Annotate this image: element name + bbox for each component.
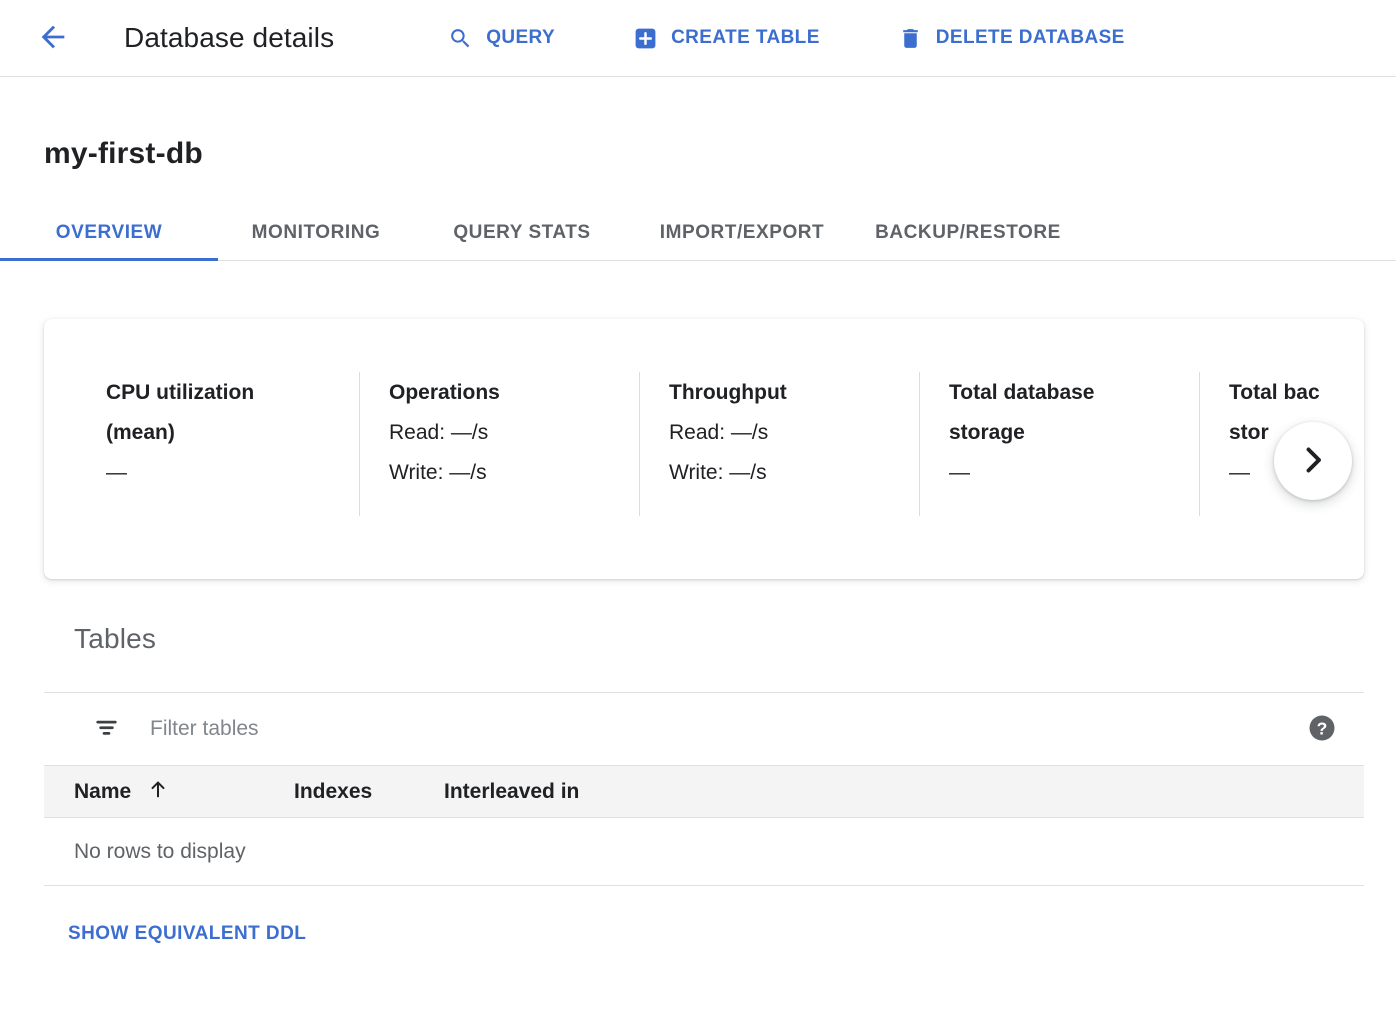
metric-operations: Operations Read: —/s Write: —/s — [359, 319, 639, 579]
query-button[interactable]: QUERY — [448, 20, 555, 57]
database-name-heading: my-first-db — [44, 137, 203, 170]
column-header-interleaved-in-label: Interleaved in — [444, 779, 580, 803]
add-box-icon — [633, 26, 658, 51]
metrics-card-wrapper: CPU utilization (mean) — Operations Read… — [0, 261, 1396, 579]
metric-label-line2: (mean) — [106, 421, 175, 444]
svg-text:?: ? — [1317, 718, 1328, 738]
metric-label-line2: storage — [949, 421, 1025, 444]
show-equivalent-ddl-button[interactable]: SHOW EQUIVALENT DDL — [68, 923, 307, 944]
tables-grid: Name Indexes Interleaved in No rows to d… — [44, 765, 1364, 886]
metric-throughput: Throughput Read: —/s Write: —/s — [639, 319, 919, 579]
page-title: Database details — [124, 22, 335, 53]
arrow-up-icon — [147, 778, 169, 806]
metric-read-value: Read: —/s — [389, 421, 489, 444]
metric-label-line1: CPU utilization — [106, 381, 255, 404]
metric-value: — — [949, 461, 970, 484]
metric-value: — — [1229, 461, 1250, 484]
tab-backup-restore-label: BACKUP/RESTORE — [875, 222, 1061, 243]
query-button-label: QUERY — [486, 27, 556, 48]
help-icon: ? — [1307, 713, 1337, 746]
tab-overview[interactable]: OVERVIEW — [0, 208, 218, 261]
tables-section-divider — [44, 692, 1364, 693]
filter-list-icon-button[interactable] — [84, 707, 128, 751]
metric-total-backup-storage: Total bac stor — — [1199, 319, 1364, 579]
tab-query-stats-label: QUERY STATS — [453, 222, 591, 243]
metric-label-line1: Operations — [389, 381, 500, 404]
metric-label-line1: Throughput — [669, 381, 787, 404]
app-bar: Database details QUERY CREATE TABLE — [0, 0, 1396, 77]
tab-query-stats[interactable]: QUERY STATS — [414, 208, 630, 260]
carousel-next-button[interactable] — [1274, 422, 1352, 500]
trash-icon — [898, 26, 923, 51]
column-header-name-label: Name — [74, 779, 132, 803]
column-header-interleaved-in[interactable]: Interleaved in — [444, 780, 744, 804]
filter-tables-input[interactable] — [150, 717, 670, 741]
metric-label-line1: Total bac — [1229, 381, 1320, 404]
tables-grid-header: Name Indexes Interleaved in — [44, 765, 1364, 818]
delete-database-button-label: DELETE DATABASE — [935, 27, 1125, 48]
tab-import-export-label: IMPORT/EXPORT — [659, 222, 825, 243]
empty-state-message: No rows to display — [74, 839, 246, 863]
metric-write-value: Write: —/s — [389, 461, 487, 484]
tab-monitoring-label: MONITORING — [251, 222, 381, 243]
metrics-card: CPU utilization (mean) — Operations Read… — [44, 319, 1364, 579]
page-body: my-first-db OVERVIEW MONITORING QUERY ST… — [0, 77, 1396, 945]
tab-backup-restore[interactable]: BACKUP/RESTORE — [854, 208, 1082, 260]
delete-database-button[interactable]: DELETE DATABASE — [898, 20, 1125, 57]
metric-write-value: Write: —/s — [669, 461, 767, 484]
app-bar-actions: QUERY CREATE TABLE DELETE DATABASE — [448, 20, 1125, 57]
tables-grid-empty-row: No rows to display — [44, 818, 1364, 886]
metric-label-line1: Total database — [949, 381, 1095, 404]
metric-label-line2: stor — [1229, 421, 1269, 444]
chevron-right-icon — [1295, 442, 1331, 481]
tab-bar: OVERVIEW MONITORING QUERY STATS IMPORT/E… — [0, 209, 1396, 261]
column-header-indexes-label: Indexes — [294, 779, 373, 803]
column-header-indexes[interactable]: Indexes — [294, 780, 444, 804]
filter-row: ? — [44, 693, 1364, 765]
create-table-button-label: CREATE TABLE — [671, 27, 820, 48]
tab-monitoring[interactable]: MONITORING — [218, 208, 414, 260]
column-header-name[interactable]: Name — [44, 778, 294, 806]
search-icon — [448, 26, 473, 51]
metric-read-value: Read: —/s — [669, 421, 769, 444]
back-button[interactable] — [30, 15, 76, 61]
metric-total-database-storage: Total database storage — — [919, 319, 1199, 579]
metric-cpu-utilization: CPU utilization (mean) — — [44, 319, 359, 579]
tables-section-heading: Tables — [74, 623, 157, 654]
tab-overview-label: OVERVIEW — [55, 222, 163, 243]
filter-list-icon — [93, 714, 120, 744]
metric-value: — — [106, 461, 127, 484]
arrow-left-icon — [36, 20, 70, 57]
help-button[interactable]: ? — [1306, 713, 1338, 745]
tab-import-export[interactable]: IMPORT/EXPORT — [630, 208, 854, 260]
create-table-button[interactable]: CREATE TABLE — [633, 20, 820, 57]
